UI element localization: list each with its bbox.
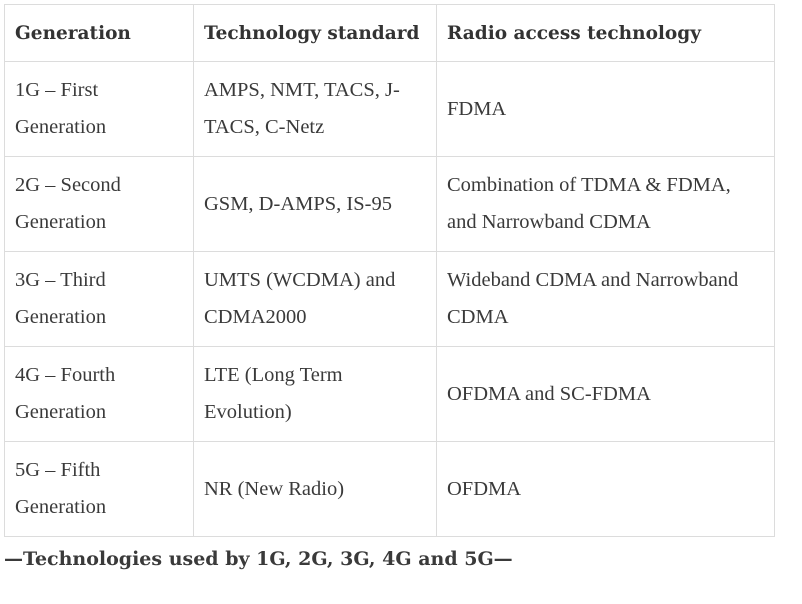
- cell-technology-standard: NR (New Radio): [193, 441, 437, 537]
- cell-technology-standard: UMTS (WCDMA) and CDMA2000: [193, 251, 437, 347]
- header-technology-standard: Technology standard: [193, 4, 437, 62]
- cell-technology-standard: LTE (Long Term Evolution): [193, 346, 437, 442]
- header-radio-access-technology: Radio access technology: [436, 4, 775, 62]
- cell-radio-access-technology: Wideband CDMA and Narrowband CDMA: [436, 251, 775, 347]
- cell-technology-standard: GSM, D-AMPS, IS-95: [193, 156, 437, 252]
- table-header-row: Generation Technology standard Radio acc…: [4, 4, 775, 62]
- cell-radio-access-technology: OFDMA and SC-FDMA: [436, 346, 775, 442]
- cell-radio-access-technology: OFDMA: [436, 441, 775, 537]
- cell-generation: 4G – Fourth Generation: [4, 346, 194, 442]
- header-generation: Generation: [4, 4, 194, 62]
- table-row: 2G – Second Generation GSM, D-AMPS, IS-9…: [4, 156, 775, 252]
- table-caption: —Technologies used by 1G, 2G, 3G, 4G and…: [4, 548, 513, 570]
- cell-technology-standard: AMPS, NMT, TACS, J-TACS, C-Netz: [193, 61, 437, 157]
- cell-radio-access-technology: Combination of TDMA & FDMA, and Narrowba…: [436, 156, 775, 252]
- cell-generation: 2G – Second Generation: [4, 156, 194, 252]
- cell-generation: 1G – First Generation: [4, 61, 194, 157]
- table-row: 5G – Fifth Generation NR (New Radio) OFD…: [4, 441, 775, 537]
- cell-radio-access-technology: FDMA: [436, 61, 775, 157]
- table-row: 3G – Third Generation UMTS (WCDMA) and C…: [4, 251, 775, 347]
- cell-generation: 3G – Third Generation: [4, 251, 194, 347]
- generations-table: Generation Technology standard Radio acc…: [4, 4, 775, 537]
- cell-generation: 5G – Fifth Generation: [4, 441, 194, 537]
- table-row: 4G – Fourth Generation LTE (Long Term Ev…: [4, 346, 775, 442]
- table-row: 1G – First Generation AMPS, NMT, TACS, J…: [4, 61, 775, 157]
